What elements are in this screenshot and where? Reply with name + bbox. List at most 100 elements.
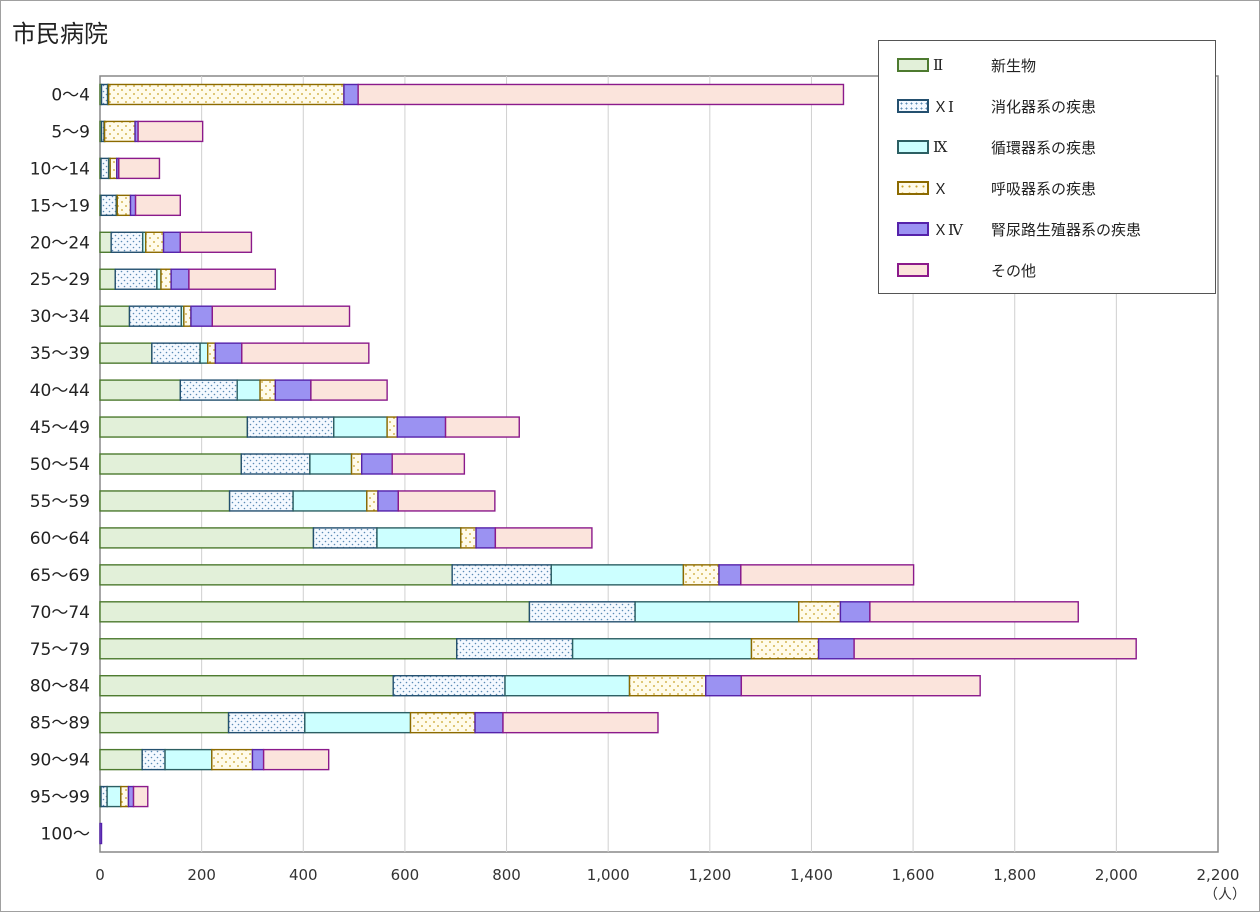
bar-segment-IX [164, 748, 213, 771]
bar-segment-other [241, 342, 370, 364]
y-category-label: 70～74 [30, 603, 90, 623]
bar-segment-X [109, 157, 118, 180]
bar-segment-XI [151, 342, 201, 364]
y-category-label: 5～9 [51, 122, 90, 142]
bar-segment-XI [228, 490, 294, 512]
bar-segment-XIV [718, 564, 742, 586]
bar-segment-XIV [99, 822, 103, 845]
bar-segment-XIV [475, 527, 497, 549]
bar-segment-XI [528, 601, 636, 623]
legend-swatch [897, 181, 929, 195]
bar-segment-IX [634, 601, 800, 623]
bar-segment-XI [227, 711, 306, 734]
bar-segment-II [99, 638, 458, 660]
y-category-label: 75～79 [30, 640, 90, 660]
bar-segment-IX [236, 379, 261, 401]
x-axis-unit: （人） [1204, 887, 1246, 903]
bar-segment-other [494, 527, 593, 549]
bar-segment-IX [292, 490, 368, 512]
bar-segment-XIV [343, 83, 359, 106]
bar-segment-XI [451, 564, 552, 586]
bar-segment-other [134, 194, 181, 217]
bar-segment-II [99, 675, 394, 697]
y-category-label: 50～54 [30, 455, 90, 475]
bar-segment-XI [179, 379, 238, 401]
bar-segment-II [99, 453, 242, 475]
bar-segment-other [118, 157, 161, 180]
y-category-label: 60～64 [30, 529, 90, 549]
bar-segment-X [798, 601, 842, 623]
y-category-label: 20～24 [30, 233, 90, 253]
bar-segment-other [132, 785, 149, 808]
bar-segment-XI [114, 268, 158, 290]
x-tick-label: 2,000 [1095, 866, 1138, 884]
bar-segment-X [628, 675, 707, 697]
bar-segment-other [310, 379, 388, 401]
legend-swatch [897, 140, 929, 154]
x-tick-label: 600 [391, 866, 420, 884]
bar-segment-other [502, 711, 659, 734]
bar-segment-XI [240, 453, 311, 475]
legend-swatch [897, 99, 929, 113]
bar-segment-XI [100, 157, 110, 180]
bar-segment-X [107, 83, 345, 106]
bar-segment-XIV [705, 675, 743, 697]
bar-segment-other [397, 490, 496, 512]
bar-segment-II [99, 379, 181, 401]
y-category-label: 80～84 [30, 677, 90, 697]
legend-code: ＸⅣ [933, 220, 963, 239]
bar-segment-IX [106, 785, 122, 808]
bar-segment-XI [246, 416, 335, 438]
x-tick-label: 1,800 [993, 866, 1036, 884]
bar-segment-X [116, 194, 132, 217]
x-tick-label: 0 [95, 866, 105, 884]
bar-segment-IX [304, 711, 412, 734]
bar-segment-other [137, 120, 204, 143]
bar-segment-II [99, 527, 315, 549]
x-tick-label: 200 [187, 866, 216, 884]
legend-label: 腎尿路生殖器系の疾患 [991, 220, 1142, 239]
bar-segment-II [99, 268, 116, 290]
bar-segment-II [99, 601, 531, 623]
bar-segment-XIV [251, 748, 265, 771]
bar-segment-II [99, 490, 231, 512]
bar-segment-X [350, 453, 363, 475]
bar-segment-X [386, 416, 398, 438]
legend-label: 消化器系の疾患 [991, 97, 1097, 116]
legend-item-XI: ＸⅠ 消化器系の疾患 [897, 94, 1096, 118]
legend-code: ＸⅠ [933, 97, 954, 116]
bar-segment-XIV [474, 711, 504, 734]
bar-segment-other [262, 748, 330, 771]
bar-segment-XIV [377, 490, 400, 512]
legend-item-XIV: ＸⅣ 腎尿路生殖器系の疾患 [897, 217, 1141, 241]
y-category-label: 40～44 [30, 381, 90, 401]
bar-segment-X [750, 638, 820, 660]
legend-item-X: Ｘ 呼吸器系の疾患 [897, 176, 1096, 200]
y-category-label: 85～89 [30, 714, 90, 734]
legend-code: Ｘ [933, 179, 949, 198]
bar-segment-II [99, 711, 230, 734]
bar-segment-XI [312, 527, 378, 549]
bar-segment-II [99, 305, 131, 327]
bar-segment-XIV [274, 379, 312, 401]
bar-segment-XIV [162, 231, 181, 253]
bar-segment-X [211, 748, 254, 771]
bar-segment-other [444, 416, 520, 438]
bar-segment-IX [333, 416, 388, 438]
bar-segment-other [357, 83, 845, 106]
y-category-label: 0～4 [51, 85, 90, 105]
legend-swatch [897, 58, 929, 72]
y-category-label: 30～34 [30, 307, 90, 327]
bar-segment-other [740, 564, 915, 586]
x-tick-label: 1,000 [587, 866, 630, 884]
bar-segment-XI [100, 785, 108, 808]
x-tick-label: 400 [289, 866, 318, 884]
bar-segment-XIV [396, 416, 447, 438]
bar-segment-X [682, 564, 720, 586]
bar-segment-other [740, 675, 981, 697]
bar-segment-XIV [127, 785, 135, 808]
bar-segment-XI [128, 305, 183, 327]
bar-segment-other [391, 453, 466, 475]
bar-segment-XIV [817, 638, 855, 660]
